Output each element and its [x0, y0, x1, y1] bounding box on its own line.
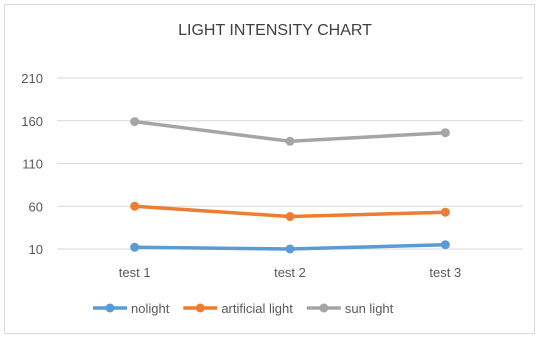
- legend-swatch-marker: [319, 303, 329, 313]
- legend-label: nolight: [131, 301, 170, 316]
- data-point: [440, 207, 450, 217]
- data-point: [130, 242, 140, 252]
- legend-swatch-marker: [105, 303, 115, 313]
- series-nolight: [130, 240, 450, 254]
- y-axis-tick-labels: 210 160 110 60 10: [21, 71, 43, 257]
- chart-area: LIGHT INTENSITY CHART 210 160 110 60 10 test…: [4, 4, 535, 334]
- chart-title: LIGHT INTENSITY CHART: [178, 22, 372, 39]
- data-point: [440, 240, 450, 250]
- legend-item: artificial light: [183, 301, 293, 316]
- y-tick-label: 110: [22, 157, 43, 172]
- x-tick-label: test 1: [119, 265, 151, 280]
- legend-label: sun light: [345, 301, 394, 316]
- legend: nolight artificial light sun light: [93, 301, 394, 316]
- data-point: [285, 136, 295, 146]
- legend-item: nolight: [93, 301, 170, 316]
- gridlines: [57, 77, 523, 250]
- line-chart: LIGHT INTENSITY CHART 210 160 110 60 10 test…: [21, 22, 523, 316]
- data-point: [440, 128, 450, 138]
- x-tick-label: test 2: [274, 265, 306, 280]
- series-lines: [130, 117, 450, 254]
- y-tick-label: 10: [29, 242, 43, 257]
- y-tick-label: 210: [21, 71, 43, 86]
- legend-label: artificial light: [221, 301, 293, 316]
- series-sun-light: [130, 117, 450, 146]
- series-artificial-light: [130, 201, 450, 222]
- data-point: [285, 244, 295, 254]
- data-point: [130, 117, 140, 127]
- y-tick-label: 160: [21, 114, 43, 129]
- x-tick-label: test 3: [429, 265, 461, 280]
- legend-item: sun light: [306, 301, 394, 316]
- legend-swatch-marker: [195, 303, 205, 313]
- data-point: [285, 212, 295, 222]
- data-point: [130, 201, 140, 211]
- x-axis-tick-labels: test 1 test 2 test 3: [119, 265, 461, 280]
- y-tick-label: 60: [29, 199, 43, 214]
